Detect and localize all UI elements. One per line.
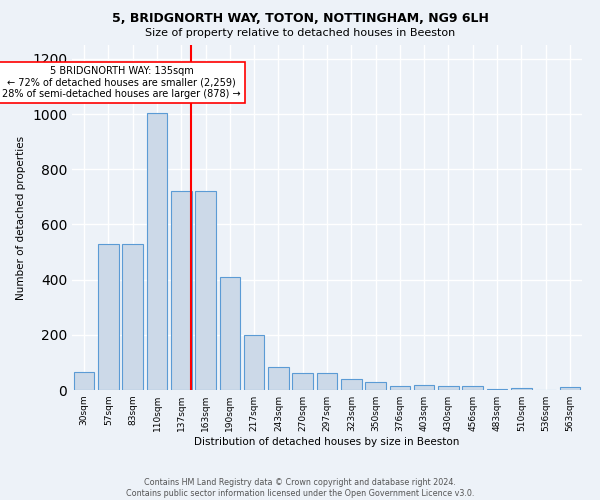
Bar (341, 379, 362, 390)
Bar (122, 244, 143, 390)
Bar (195, 192, 216, 390)
Bar (389, 386, 410, 390)
Bar (560, 387, 580, 390)
Bar (74, 372, 94, 390)
Text: Contains HM Land Registry data © Crown copyright and database right 2024.
Contai: Contains HM Land Registry data © Crown c… (126, 478, 474, 498)
Bar (98, 244, 119, 390)
Bar (171, 192, 191, 390)
Bar (146, 112, 167, 390)
Bar (292, 374, 313, 390)
Text: 5, BRIDGNORTH WAY, TOTON, NOTTINGHAM, NG9 6LH: 5, BRIDGNORTH WAY, TOTON, NOTTINGHAM, NG… (112, 12, 488, 26)
Text: Size of property relative to detached houses in Beeston: Size of property relative to detached ho… (145, 28, 455, 38)
Bar (244, 335, 265, 390)
Bar (511, 388, 532, 390)
Bar (463, 386, 483, 390)
Bar (317, 374, 337, 390)
Bar (414, 385, 434, 390)
Bar (438, 386, 459, 390)
Bar (487, 389, 508, 390)
Bar (220, 277, 240, 390)
Text: 5 BRIDGNORTH WAY: 135sqm
← 72% of detached houses are smaller (2,259)
28% of sem: 5 BRIDGNORTH WAY: 135sqm ← 72% of detach… (2, 66, 241, 99)
Bar (268, 366, 289, 390)
Bar (365, 382, 386, 390)
Y-axis label: Number of detached properties: Number of detached properties (16, 136, 26, 300)
X-axis label: Distribution of detached houses by size in Beeston: Distribution of detached houses by size … (194, 437, 460, 447)
